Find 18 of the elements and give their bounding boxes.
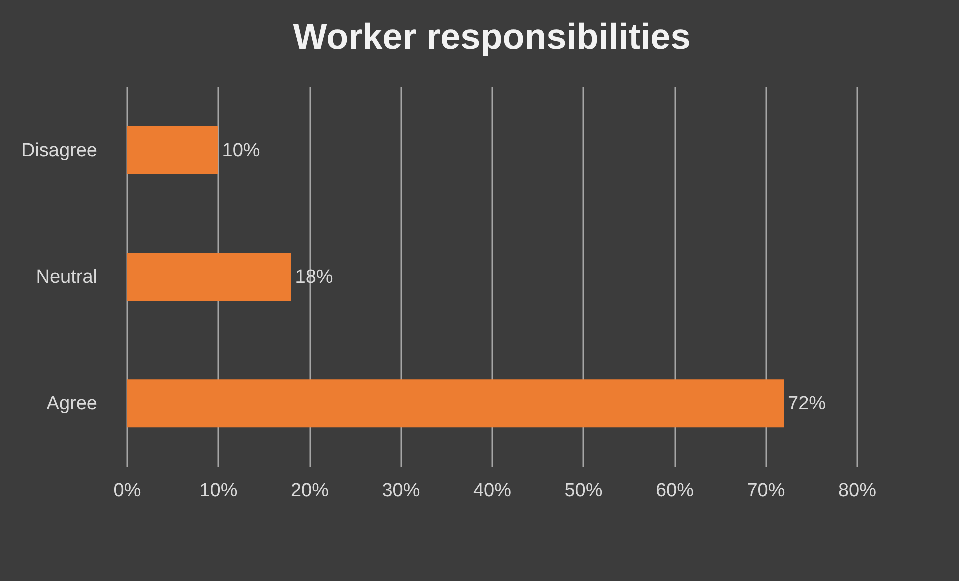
x-tick-label: 20% <box>290 480 330 502</box>
y-tick-label: Neutral <box>36 267 98 288</box>
x-tick-label: 40% <box>473 480 512 502</box>
x-tick-label: 70% <box>747 480 786 502</box>
x-tick-label: 50% <box>564 480 603 502</box>
x-tick-label: 0% <box>114 480 142 502</box>
data-label: 72% <box>788 394 826 415</box>
x-tick-label: 10% <box>200 480 238 502</box>
x-tick-label: 60% <box>656 480 694 502</box>
x-tick-label: 30% <box>382 480 420 502</box>
chart-title: Worker responsibilities <box>293 16 691 57</box>
bar <box>127 253 292 301</box>
bar <box>127 380 784 428</box>
data-label: 10% <box>222 140 260 162</box>
x-tick-label: 80% <box>838 480 877 502</box>
bar <box>127 126 218 174</box>
y-tick-label: Disagree <box>21 140 98 162</box>
y-tick-label: Agree <box>46 394 98 415</box>
